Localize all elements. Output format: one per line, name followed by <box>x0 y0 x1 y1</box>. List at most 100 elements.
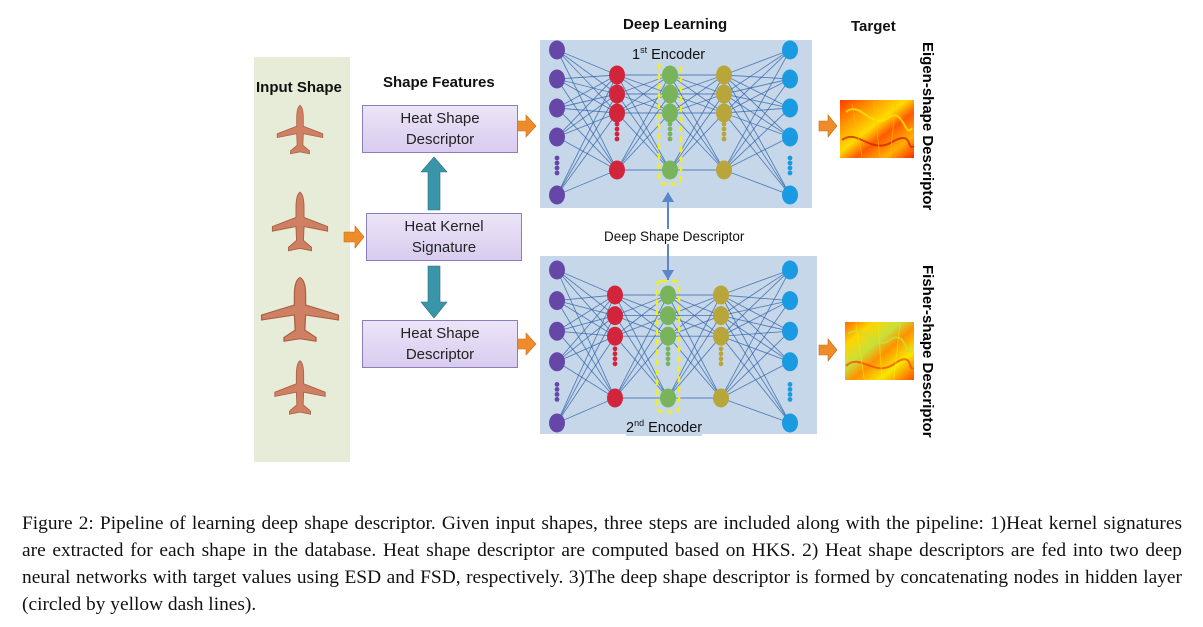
ellipsis-dot <box>554 170 560 176</box>
network-connection <box>556 49 618 171</box>
airplane-icon <box>260 276 340 342</box>
network-connection <box>556 330 616 337</box>
network-connection <box>720 315 791 332</box>
hidden-layer-dash-box <box>655 279 681 414</box>
network-connection <box>669 74 725 114</box>
ellipsis-dot <box>721 131 727 137</box>
network-node <box>607 285 623 305</box>
network-connection <box>669 74 725 95</box>
network-node <box>716 103 732 123</box>
network-connection <box>614 335 669 399</box>
ellipsis-dot <box>721 126 727 132</box>
ellipsis-dot <box>665 351 671 357</box>
network-connection <box>556 330 616 399</box>
network-connection <box>556 294 616 332</box>
network-node <box>782 352 798 372</box>
network-connection <box>556 315 616 424</box>
ellipsis-dot <box>612 346 618 352</box>
connector-arrowhead-down <box>662 270 674 280</box>
ellipsis-dot <box>554 397 560 402</box>
network-connection <box>616 74 671 171</box>
ellipsis-dot <box>787 165 793 171</box>
bottom-heat-shape-descriptor-box: Heat Shape Descriptor <box>362 320 518 368</box>
figure-caption: Figure 2: Pipeline of learning deep shap… <box>22 513 1182 615</box>
network-connection <box>720 397 791 424</box>
network-node <box>549 185 565 205</box>
network-connection <box>723 93 791 138</box>
network-node <box>549 40 565 60</box>
second-encoder-label: 2nd Encoder <box>626 418 703 436</box>
network-node <box>607 388 623 408</box>
network-connection <box>556 269 616 316</box>
network-connection <box>723 136 791 171</box>
ellipsis-dot <box>614 121 620 127</box>
network-connection <box>720 269 791 296</box>
network-connection <box>556 74 618 138</box>
network-connection <box>720 315 791 424</box>
network-connection <box>556 74 618 196</box>
network-node <box>549 69 565 89</box>
network-node <box>782 413 798 433</box>
heat-kernel-signature-box: Heat Kernel Signature <box>366 213 522 261</box>
network-connection <box>556 169 618 196</box>
airplane-icon <box>276 104 324 155</box>
network-node <box>549 291 565 311</box>
network-connection <box>669 93 725 171</box>
network-node <box>782 321 798 341</box>
network-connection <box>556 74 618 109</box>
network-connection <box>556 78 618 171</box>
ellipsis-dot <box>665 361 671 367</box>
network-connection <box>614 315 669 337</box>
network-connection <box>720 269 791 316</box>
network-node <box>716 160 732 180</box>
teal-down-arrow-icon <box>420 265 448 319</box>
ellipsis-dot <box>554 160 560 166</box>
network-node <box>716 84 732 104</box>
network-node <box>660 326 676 346</box>
network-connection <box>556 74 618 80</box>
network-connection <box>723 74 791 196</box>
network-connection <box>723 49 791 171</box>
airplane-icon <box>271 191 329 252</box>
ellipsis-dot <box>718 361 724 367</box>
network-connection <box>556 335 616 363</box>
network-connection <box>667 294 722 337</box>
network-node <box>549 352 565 372</box>
orange-arrow-icon <box>515 114 537 138</box>
ellipsis-dot <box>718 356 724 362</box>
network-connection <box>720 300 791 317</box>
network-connection <box>614 315 669 399</box>
ellipsis-dot <box>665 346 671 352</box>
network-connection <box>614 294 669 337</box>
network-node <box>662 84 678 104</box>
orange-arrow-icon <box>818 114 838 138</box>
network-connection <box>556 315 616 332</box>
ellipsis-dot <box>614 131 620 137</box>
deep-learning-heading: Deep Learning <box>623 16 728 33</box>
network-connection <box>667 294 722 399</box>
network-connection <box>616 93 671 114</box>
ellipsis-dot <box>554 387 560 392</box>
network-node <box>716 65 732 85</box>
eigen-heatmap-image <box>840 100 915 159</box>
second-encoder-background <box>540 256 817 434</box>
network-connection <box>616 74 671 114</box>
network-connection <box>556 315 616 363</box>
ellipsis-dot <box>787 160 793 166</box>
teal-up-arrow-icon <box>420 156 448 211</box>
network-connection <box>556 49 618 114</box>
network-node <box>609 103 625 123</box>
network-connection <box>667 294 722 317</box>
ellipsis-dot <box>787 155 793 161</box>
airplane-icon <box>274 360 326 415</box>
ellipsis-dot <box>667 121 673 127</box>
network-node <box>609 160 625 180</box>
first-encoder-network <box>549 40 798 205</box>
network-connection <box>556 335 616 424</box>
eigen-shape-descriptor-label: Eigen-shape Descriptor <box>919 42 936 211</box>
network-connection <box>723 74 791 109</box>
network-connection <box>616 93 671 171</box>
network-connection <box>556 93 618 109</box>
network-node <box>660 306 676 326</box>
orange-arrow-icon <box>515 332 537 356</box>
